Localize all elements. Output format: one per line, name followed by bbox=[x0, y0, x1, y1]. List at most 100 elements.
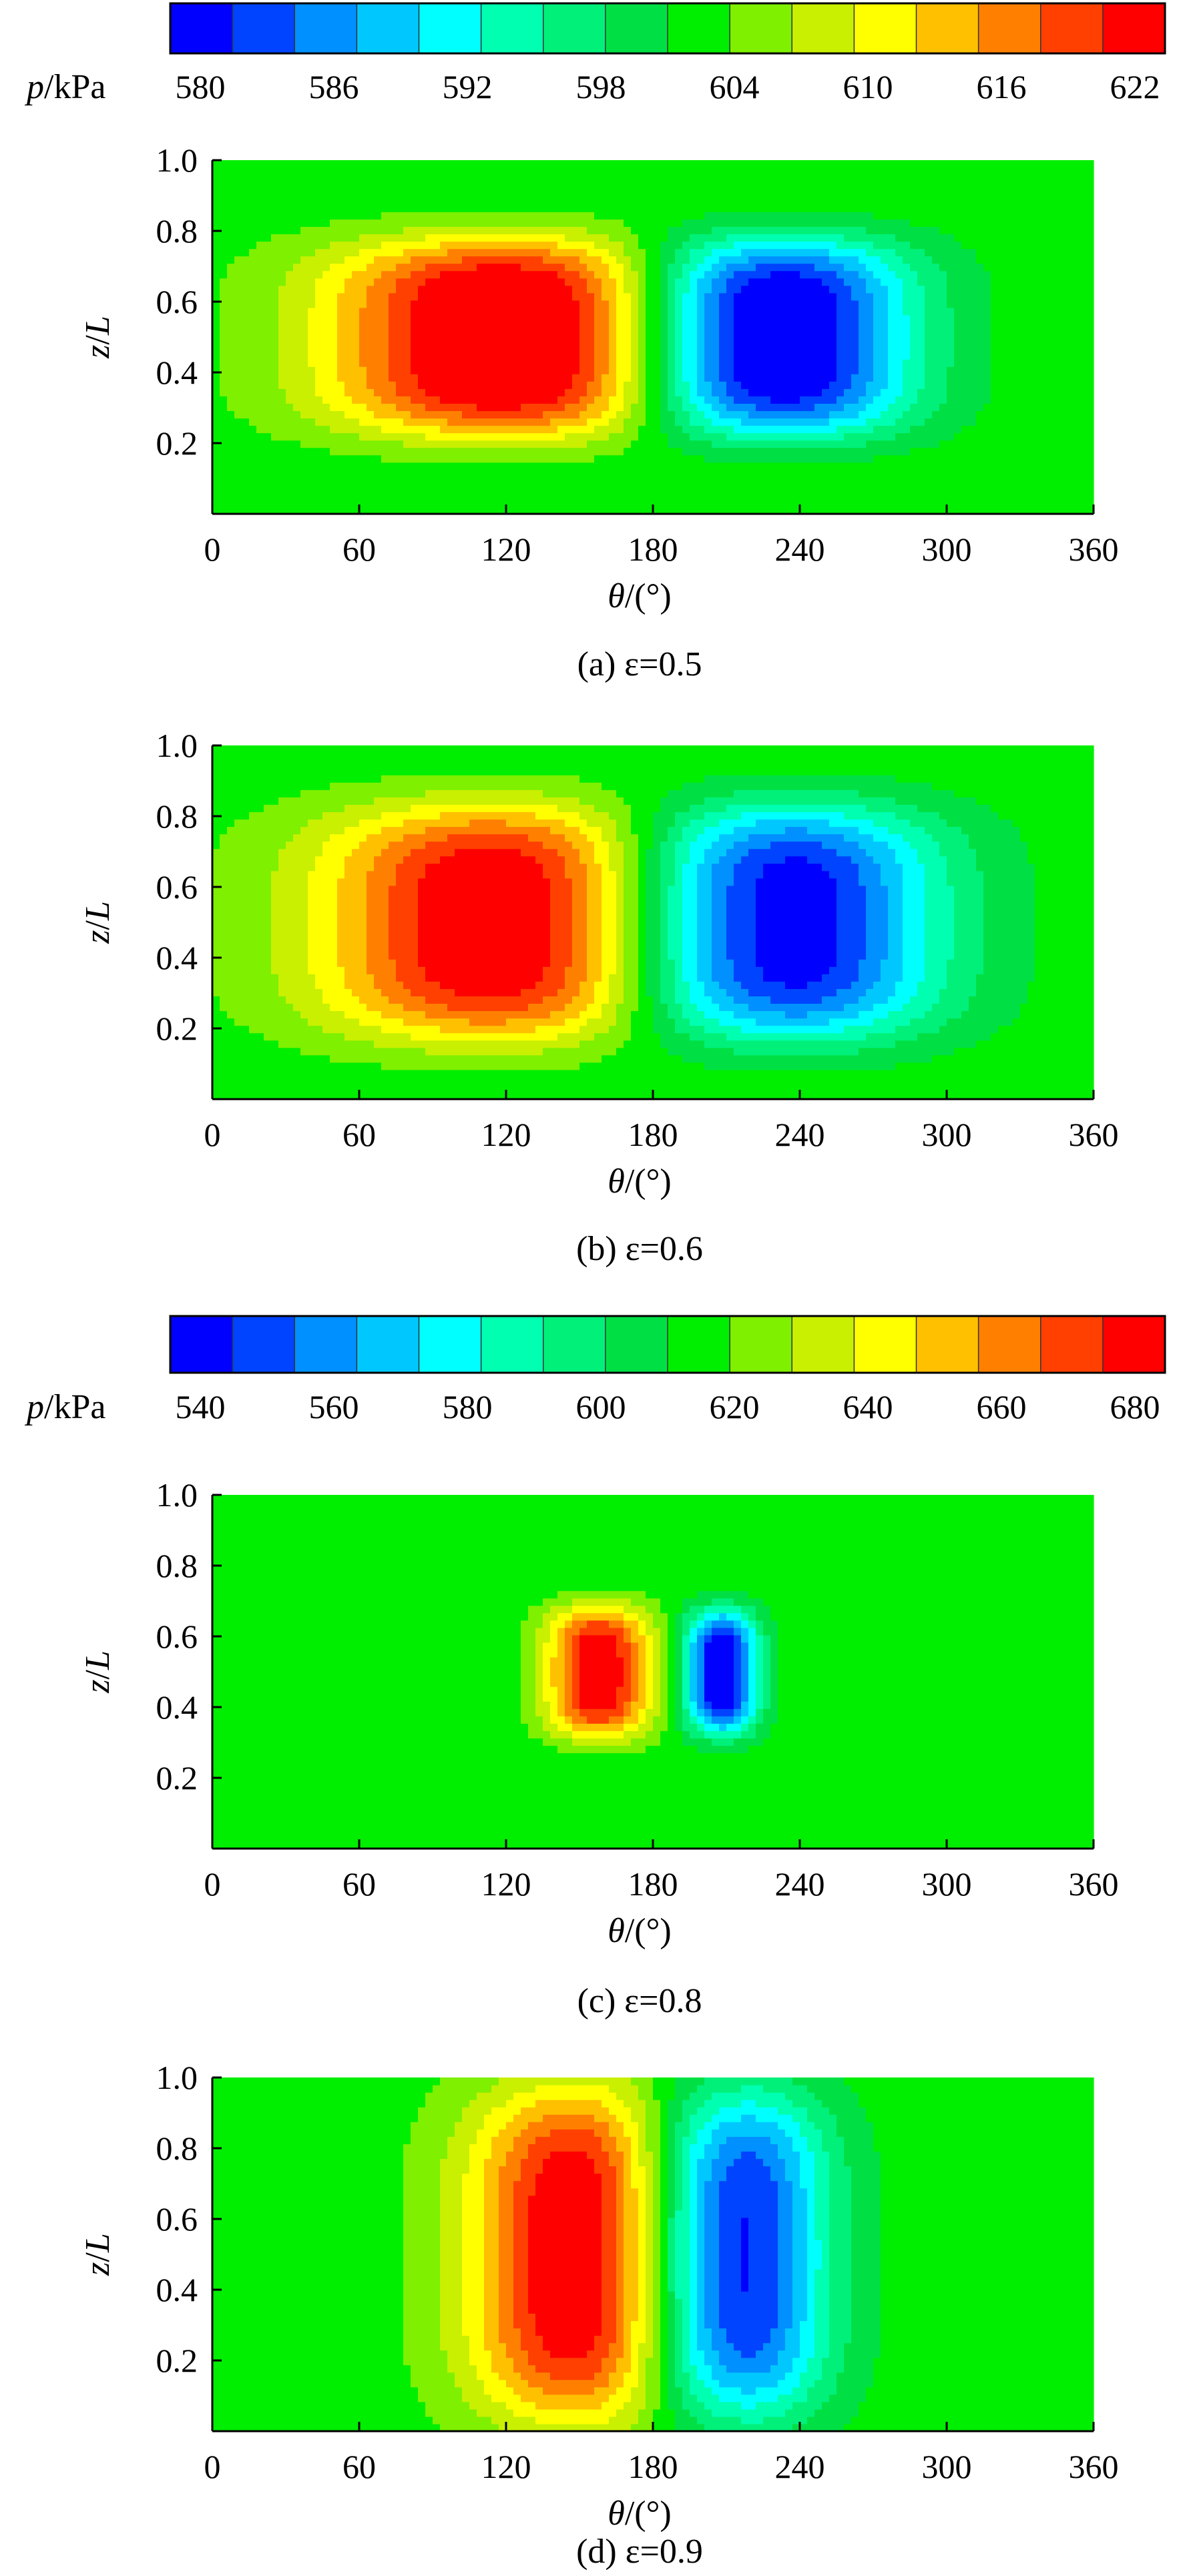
heatmap-cell bbox=[572, 256, 580, 264]
heatmap-cell bbox=[499, 374, 507, 382]
heatmap-cell bbox=[616, 337, 624, 345]
heatmap-cell bbox=[851, 344, 859, 352]
heatmap-cell bbox=[367, 366, 375, 374]
colorbar-swatch bbox=[668, 3, 730, 53]
heatmap-cell bbox=[602, 418, 610, 426]
heatmap-cell bbox=[910, 344, 918, 352]
heatmap-cell bbox=[337, 462, 345, 470]
heatmap-cell bbox=[220, 160, 228, 168]
heatmap-cell bbox=[594, 256, 602, 264]
heatmap-cell bbox=[785, 248, 793, 257]
heatmap-cell bbox=[741, 182, 749, 190]
colorbar-tick-label: 586 bbox=[309, 68, 359, 105]
heatmap-cell bbox=[903, 374, 911, 382]
heatmap-cell bbox=[763, 447, 771, 456]
heatmap-cell bbox=[491, 476, 499, 485]
heatmap-cell bbox=[550, 388, 558, 396]
heatmap-cell bbox=[271, 248, 279, 257]
heatmap-cell bbox=[690, 234, 698, 242]
heatmap-cell bbox=[403, 241, 411, 250]
heatmap-cell bbox=[249, 469, 257, 478]
heatmap-cell bbox=[557, 322, 565, 330]
colorbar-label: p/kPa bbox=[24, 68, 105, 106]
heatmap-cell bbox=[609, 270, 617, 279]
heatmap-cell bbox=[866, 425, 874, 434]
heatmap-cell bbox=[469, 499, 477, 507]
heatmap-cell bbox=[220, 175, 228, 183]
heatmap-cell bbox=[947, 359, 955, 367]
heatmap-cell bbox=[367, 440, 375, 448]
heatmap-cell bbox=[895, 476, 903, 485]
heatmap-cell bbox=[822, 410, 830, 419]
heatmap-cell bbox=[704, 168, 712, 176]
heatmap-cell bbox=[403, 506, 411, 515]
heatmap-cell bbox=[829, 160, 837, 168]
heatmap-cell bbox=[469, 374, 477, 382]
heatmap-cell bbox=[367, 462, 375, 470]
heatmap-cell bbox=[697, 381, 705, 389]
heatmap-cell bbox=[939, 440, 947, 448]
heatmap-cell bbox=[888, 300, 896, 308]
heatmap-cell bbox=[256, 381, 264, 389]
heatmap-cell bbox=[866, 241, 874, 250]
heatmap-cell bbox=[734, 410, 742, 419]
heatmap-cell bbox=[638, 234, 646, 242]
heatmap-cell bbox=[499, 344, 507, 352]
heatmap-cell bbox=[477, 190, 485, 198]
heatmap-cell bbox=[418, 212, 426, 220]
heatmap-cell bbox=[418, 292, 426, 301]
heatmap-cell bbox=[763, 314, 771, 323]
heatmap-cell bbox=[499, 168, 507, 176]
heatmap-cell bbox=[917, 270, 925, 279]
heatmap-cell bbox=[212, 307, 220, 316]
heatmap-cell bbox=[660, 219, 668, 227]
heatmap-cell bbox=[543, 226, 551, 235]
heatmap-cell bbox=[433, 491, 441, 500]
heatmap-cell bbox=[851, 440, 859, 448]
heatmap-cell bbox=[227, 190, 235, 198]
heatmap-cell bbox=[403, 190, 411, 198]
heatmap-cell bbox=[763, 462, 771, 470]
heatmap-cell bbox=[477, 462, 485, 470]
heatmap-cell bbox=[646, 425, 654, 434]
heatmap-cell bbox=[389, 344, 397, 352]
heatmap-cell bbox=[242, 256, 250, 264]
heatmap-cell bbox=[859, 454, 867, 463]
heatmap-cell bbox=[748, 263, 756, 272]
heatmap-cell bbox=[829, 241, 837, 250]
heatmap-cell bbox=[837, 278, 845, 286]
heatmap-cell bbox=[286, 359, 294, 367]
heatmap-cell bbox=[352, 292, 360, 301]
heatmap-cell bbox=[756, 168, 764, 176]
heatmap-cell bbox=[748, 469, 756, 478]
heatmap-cell bbox=[352, 469, 360, 478]
heatmap-cell bbox=[278, 190, 286, 198]
heatmap-cell bbox=[690, 160, 698, 168]
heatmap-cell bbox=[359, 425, 367, 434]
heatmap-cell bbox=[484, 285, 492, 294]
heatmap-cell bbox=[411, 219, 419, 227]
heatmap-cell bbox=[792, 234, 800, 242]
heatmap-cell bbox=[792, 499, 800, 507]
heatmap-cell bbox=[792, 447, 800, 456]
heatmap-cell bbox=[719, 484, 727, 493]
heatmap-cell bbox=[227, 322, 235, 330]
heatmap-cell bbox=[792, 329, 800, 338]
heatmap-cell bbox=[734, 440, 742, 448]
heatmap-cell bbox=[734, 248, 742, 257]
heatmap-cell bbox=[234, 234, 242, 242]
heatmap-cell bbox=[814, 418, 822, 426]
heatmap-cell bbox=[624, 352, 632, 360]
heatmap-cell bbox=[528, 476, 536, 485]
heatmap-cell bbox=[264, 168, 272, 176]
heatmap-cell bbox=[469, 418, 477, 426]
heatmap-cell bbox=[315, 344, 323, 352]
heatmap-cell bbox=[513, 285, 521, 294]
heatmap-cell bbox=[726, 263, 734, 272]
heatmap-cell bbox=[668, 270, 676, 279]
heatmap-cell bbox=[785, 160, 793, 168]
heatmap-cell bbox=[807, 175, 815, 183]
heatmap-cell bbox=[579, 160, 587, 168]
heatmap-cell bbox=[910, 256, 918, 264]
heatmap-cell bbox=[513, 212, 521, 220]
